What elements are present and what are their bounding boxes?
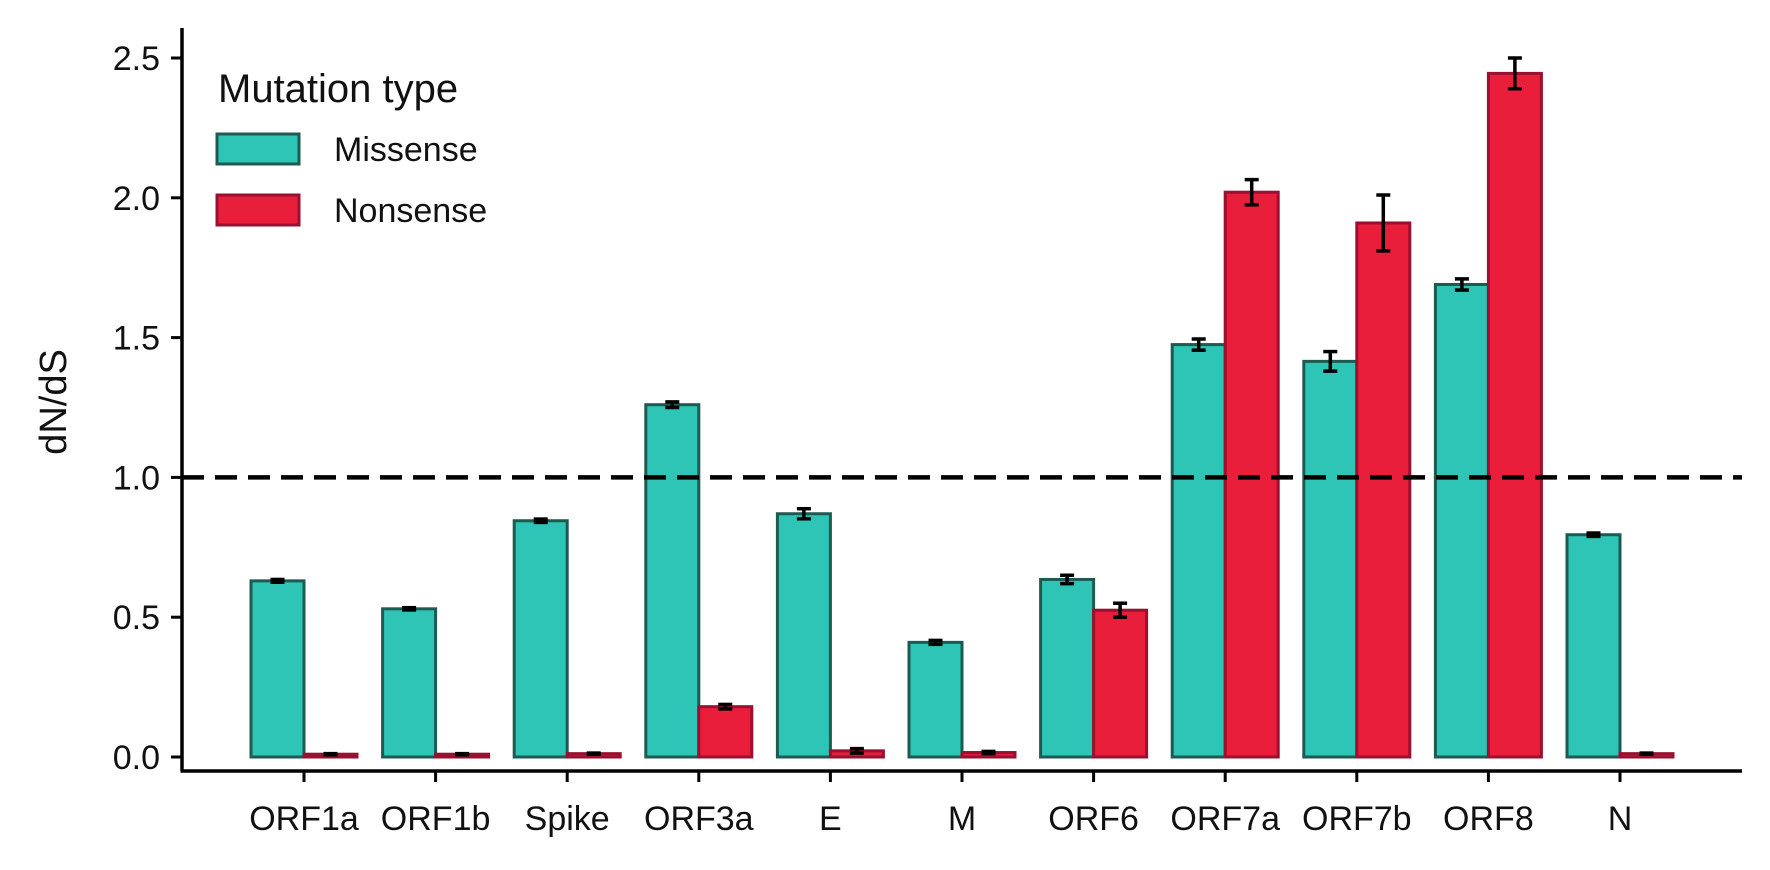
legend-swatch-nonsense bbox=[215, 193, 301, 227]
y-axis-title: dN/dS bbox=[33, 349, 75, 455]
bar-missense-spike bbox=[512, 519, 569, 759]
error-bar-nonsense-n bbox=[1639, 751, 1654, 756]
bar-nonsense-orf3a bbox=[697, 705, 754, 759]
error-bar-missense-spike bbox=[533, 517, 548, 525]
bar-missense-e bbox=[775, 512, 832, 759]
error-bar-missense-m bbox=[928, 638, 943, 647]
error-bar-nonsense-orf6 bbox=[1113, 601, 1128, 619]
legend-label-missense: Missense bbox=[334, 131, 478, 169]
bar-nonsense-orf8 bbox=[1486, 71, 1543, 759]
error-bar-nonsense-e bbox=[849, 746, 864, 755]
x-tick-label: Spike bbox=[525, 800, 610, 838]
error-bar-missense-orf1b bbox=[402, 605, 417, 612]
bar-missense-orf7a bbox=[1170, 343, 1227, 759]
x-tick-label: ORF7b bbox=[1302, 800, 1412, 838]
x-tick-label: ORF1a bbox=[249, 800, 359, 838]
bar-missense-n bbox=[1565, 533, 1622, 759]
error-bar-nonsense-orf7b bbox=[1376, 193, 1391, 253]
error-bar-missense-orf7b bbox=[1323, 349, 1338, 373]
legend-swatch-missense bbox=[215, 132, 301, 166]
x-tick-label: N bbox=[1608, 800, 1633, 838]
x-tick-label: ORF8 bbox=[1443, 800, 1534, 838]
x-tick-label: ORF1b bbox=[381, 800, 491, 838]
error-bar-nonsense-orf1a bbox=[323, 751, 338, 757]
y-tick-label: 1.5 bbox=[113, 320, 160, 358]
y-tick-label: 2.0 bbox=[113, 180, 160, 218]
bar-nonsense-orf7b bbox=[1355, 221, 1412, 759]
error-bar-missense-n bbox=[1586, 531, 1601, 539]
error-bar-missense-orf7a bbox=[1191, 337, 1206, 352]
bar-missense-orf1b bbox=[381, 607, 438, 759]
bar-nonsense-orf6 bbox=[1092, 608, 1149, 759]
y-tick-label: 1.0 bbox=[113, 459, 160, 497]
y-tick-label: 2.5 bbox=[113, 40, 160, 78]
bar-missense-orf6 bbox=[1039, 577, 1096, 759]
bar-missense-orf1a bbox=[249, 579, 306, 759]
error-bar-nonsense-orf3a bbox=[718, 702, 733, 711]
y-tick-label: 0.5 bbox=[113, 599, 160, 637]
error-bar-missense-orf6 bbox=[1060, 573, 1075, 586]
bar-missense-orf8 bbox=[1433, 282, 1490, 759]
error-bar-nonsense-spike bbox=[586, 751, 601, 756]
x-tick-label: E bbox=[819, 800, 842, 838]
bar-missense-m bbox=[907, 640, 964, 759]
error-bar-nonsense-orf1b bbox=[455, 751, 470, 757]
error-bar-missense-orf3a bbox=[665, 400, 680, 410]
x-tick-label: ORF3a bbox=[644, 800, 754, 838]
bar-missense-orf3a bbox=[644, 403, 701, 759]
x-tick-label: M bbox=[948, 800, 976, 838]
error-bar-nonsense-orf7a bbox=[1244, 177, 1259, 207]
error-bar-missense-orf1a bbox=[270, 577, 285, 584]
legend-label-nonsense: Nonsense bbox=[334, 192, 487, 230]
x-tick-label: ORF6 bbox=[1048, 800, 1139, 838]
bars-layer bbox=[249, 71, 1675, 759]
error-bars-layer bbox=[270, 56, 1654, 757]
error-bar-nonsense-m bbox=[981, 749, 996, 756]
error-bar-nonsense-orf8 bbox=[1507, 56, 1522, 91]
x-tick-label: ORF7a bbox=[1170, 800, 1280, 838]
bar-nonsense-orf7a bbox=[1223, 190, 1280, 759]
error-bar-missense-e bbox=[796, 506, 811, 521]
error-bar-missense-orf8 bbox=[1454, 277, 1469, 292]
y-tick-label: 0.0 bbox=[113, 739, 160, 777]
bar-missense-orf7b bbox=[1302, 359, 1359, 759]
axes-layer: 0.0 0.5 1.0 1.5 2.0 2.5 ORF1a ORF1b Spike ORF3a E M… bbox=[33, 28, 1742, 838]
legend-title: Mutation type bbox=[218, 67, 458, 111]
legend: Mutation type Missense Nonsense bbox=[215, 67, 487, 230]
